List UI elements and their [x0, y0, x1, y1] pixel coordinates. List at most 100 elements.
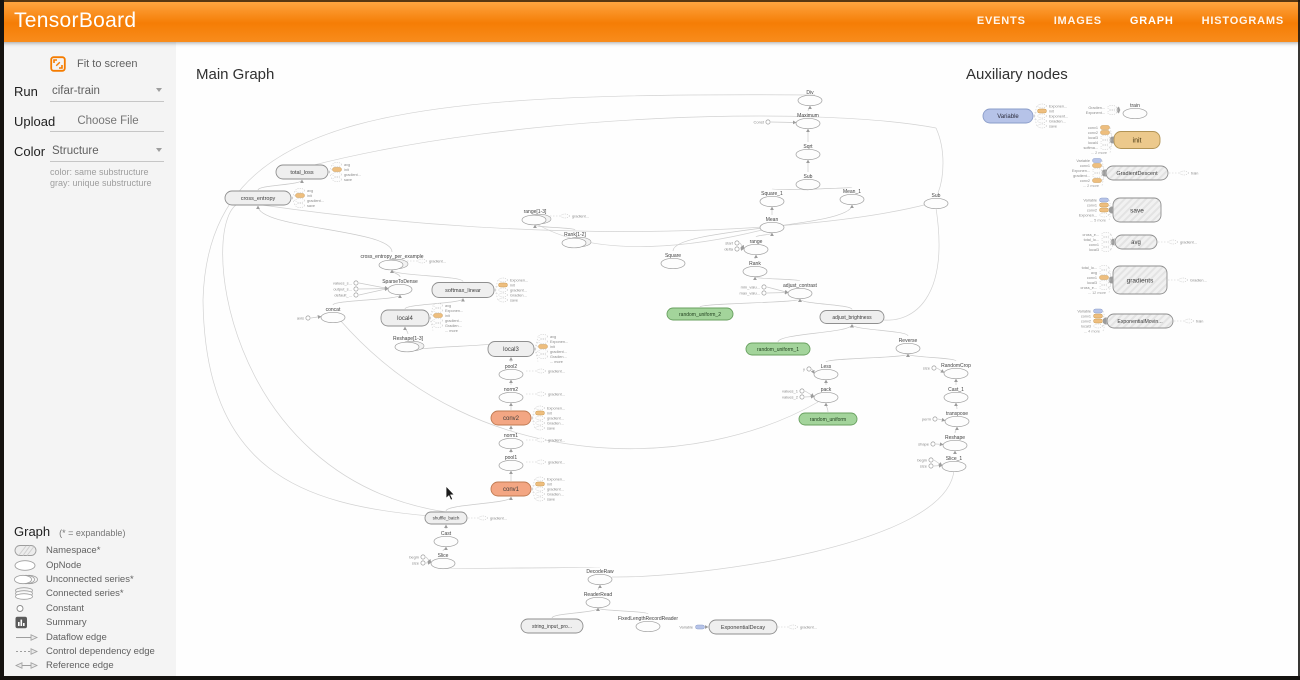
graph-node-adjb[interactable]: adjust_brightness — [819, 310, 885, 324]
graph-node-mean[interactable]: Mean — [759, 217, 785, 234]
graph-node-adjc[interactable]: adjust_contrast — [783, 283, 818, 300]
graph-node-sip[interactable]: string_input_pro... — [520, 618, 584, 634]
nav-tab-histograms[interactable]: HISTOGRAMS — [1201, 15, 1284, 27]
graph-node-reverse[interactable]: Reverse — [895, 338, 921, 355]
graph-node-ru0[interactable]: random_uniform — [798, 412, 858, 426]
graph-node-cr2[interactable]: delta — [724, 247, 740, 252]
nav-tab-images[interactable]: IMAGES — [1053, 15, 1102, 27]
svg-text:conv1: conv1 — [1087, 276, 1097, 280]
graph-node-concat[interactable]: concat — [320, 307, 346, 324]
graph-node-slice1[interactable]: Slice_1 — [941, 456, 967, 473]
graph-node-s2d[interactable]: SparseToDense — [382, 279, 418, 296]
graph-node-caxis[interactable]: axis — [297, 316, 311, 321]
graph-node-transpose[interactable]: transpose — [944, 411, 970, 428]
graph-node-cminv[interactable]: min_valu... — [741, 285, 767, 290]
choose-file-button[interactable]: Choose File — [50, 113, 164, 132]
graph-node-cs2[interactable]: size — [412, 561, 426, 566]
graph-node-ru1[interactable]: random_uniform_1 — [745, 342, 811, 356]
graph-node-conv1[interactable]: conv1 Exponen...initgradient...Gradien...… — [490, 476, 565, 502]
graph-node-subm[interactable]: Sub — [795, 174, 821, 191]
svg-text:avg: avg — [1131, 240, 1141, 246]
graph-node-shufb[interactable]: shuffle_batch gradient... — [424, 511, 507, 525]
graph-node-train[interactable]: train Gradien...Exponent... — [1086, 103, 1148, 120]
graph-node-csize[interactable]: size — [923, 366, 937, 371]
graph-node-square1[interactable]: Square_1 — [759, 191, 785, 208]
graph-node-rank12[interactable]: Rank[1-2] — [561, 232, 592, 249]
svg-text:Exponent...: Exponent... — [1086, 111, 1105, 115]
graph-node-cast[interactable]: Cast — [433, 531, 459, 548]
graph-node-conv2[interactable]: conv2 Exponen...initgradient...Gradien...… — [490, 405, 565, 431]
svg-text:Rank[1-2]: Rank[1-2] — [564, 232, 586, 238]
run-label: Run — [14, 84, 38, 99]
graph-node-cshape[interactable]: shape — [918, 442, 936, 447]
svg-text:Variable: Variable — [997, 114, 1019, 120]
svg-text:Mean: Mean — [766, 217, 779, 223]
graph-node-rank2[interactable]: Rank — [742, 261, 768, 278]
graph-node-varb[interactable]: Variable Exponen...initExponent...Gradien… — [982, 103, 1068, 129]
graph-node-sub2[interactable]: Sub — [923, 193, 949, 210]
graph-node-expdecay[interactable]: ExponentialDecay Variable gradient... — [679, 619, 817, 635]
graph-node-square[interactable]: Square — [660, 253, 686, 270]
graph-node-cmaxv[interactable]: max_valu... — [740, 291, 767, 296]
graph-node-div[interactable]: Div — [797, 90, 823, 107]
graph-node-local3[interactable]: local3 avgExponen...initgradient...Gradie… — [487, 334, 568, 365]
svg-text:init: init — [547, 483, 553, 487]
graph-node-cs1[interactable]: size — [920, 464, 934, 469]
graph-node-range13[interactable]: range[1-3] gradient... — [521, 209, 589, 226]
graph-node-cb2[interactable]: begin — [409, 555, 426, 560]
svg-text:conv2: conv2 — [1081, 320, 1091, 324]
nav-tab-graph[interactable]: GRAPH — [1129, 15, 1174, 27]
graph-node-cv2[interactable]: values_2 — [782, 395, 805, 400]
graph-node-range2[interactable]: range — [743, 239, 769, 256]
graph-node-cperm[interactable]: perm — [922, 417, 938, 422]
graph-node-ema[interactable]: ExponentialMovin... Variableconv1conv2loc… — [1077, 308, 1203, 334]
graph-canvas-area[interactable] — [176, 42, 1300, 680]
graph-node-decraw[interactable]: DecodeRaw — [586, 569, 614, 586]
graph-node-softmax[interactable]: softmax_linear Exponen...initgradient...G… — [431, 277, 528, 303]
graph-node-pool1[interactable]: pool1 gradient... — [498, 455, 565, 472]
fit-to-screen-label[interactable]: Fit to screen — [77, 58, 138, 70]
graph-node-ru2[interactable]: random_uniform_2 — [666, 307, 734, 321]
graph-node-cmax[interactable]: Const — [754, 120, 771, 125]
graph-node-mean1[interactable]: Mean_1 — [839, 189, 865, 206]
graph-node-cy[interactable]: y — [803, 367, 812, 372]
graph-node-cb1[interactable]: begin — [917, 458, 934, 463]
graph-node-local4[interactable]: local4 avgExponen...initgradient...Gradie… — [380, 303, 463, 334]
graph-node-less[interactable]: Less — [813, 364, 839, 381]
graph-node-cv1[interactable]: values_1 — [782, 389, 805, 394]
graph-node-norm2[interactable]: norm2 gradient... — [498, 387, 565, 404]
graph-node-pack[interactable]: pack — [813, 387, 839, 404]
graph-node-cepe[interactable]: cross_entropy_per_example gradient... — [360, 254, 446, 271]
run-select[interactable]: cifar-train — [50, 83, 164, 102]
graph-node-norm1[interactable]: norm1 gradient... — [498, 433, 565, 450]
graph-node-rread[interactable]: ReaderRead — [584, 592, 613, 609]
graph-node-pool2[interactable]: pool2 gradient... — [498, 364, 565, 381]
svg-text:min_valu...: min_valu... — [741, 285, 760, 290]
nav-tab-events[interactable]: EVENTS — [976, 15, 1026, 27]
color-select[interactable]: Structure — [50, 143, 164, 162]
graph-node-maximum[interactable]: Maximum — [795, 113, 821, 130]
graph-node-cast1[interactable]: Cast_1 — [943, 387, 969, 404]
svg-text:ExponentialMovin...: ExponentialMovin... — [1117, 319, 1162, 325]
graph-node-cd3[interactable]: default_... — [334, 293, 359, 298]
graph-svg[interactable]: Div Maximum Const Sqrt Sub Square_1 Mean_1 Sub M… — [176, 42, 1300, 680]
graph-node-slice[interactable]: Slice — [430, 553, 456, 570]
graph-node-cd2[interactable]: output_s... — [333, 287, 359, 292]
graph-node-cr1[interactable]: start — [725, 241, 740, 246]
graph-node-rcrop[interactable]: RandomCrop — [941, 363, 971, 380]
graph-node-cd1[interactable]: values_s... — [333, 281, 359, 286]
graph-node-gd[interactable]: GradientDescent Variableconv1Exponen...gr… — [1072, 158, 1199, 189]
fit-to-screen-icon[interactable] — [50, 56, 66, 72]
graph-node-grads[interactable]: gradients total_lo...avgconv1local3cross_… — [1081, 265, 1207, 296]
legend-item-label: Summary — [46, 617, 87, 629]
graph-node-reshape13[interactable]: Reshape[1-3] — [393, 336, 425, 353]
graph-node-flrr[interactable]: FixedLengthRecordReader — [618, 616, 678, 633]
svg-text:output_s...: output_s... — [333, 287, 352, 292]
graph-node-reshaper[interactable]: Reshape — [942, 435, 968, 452]
graph-node-sqrt[interactable]: Sqrt — [795, 144, 821, 161]
